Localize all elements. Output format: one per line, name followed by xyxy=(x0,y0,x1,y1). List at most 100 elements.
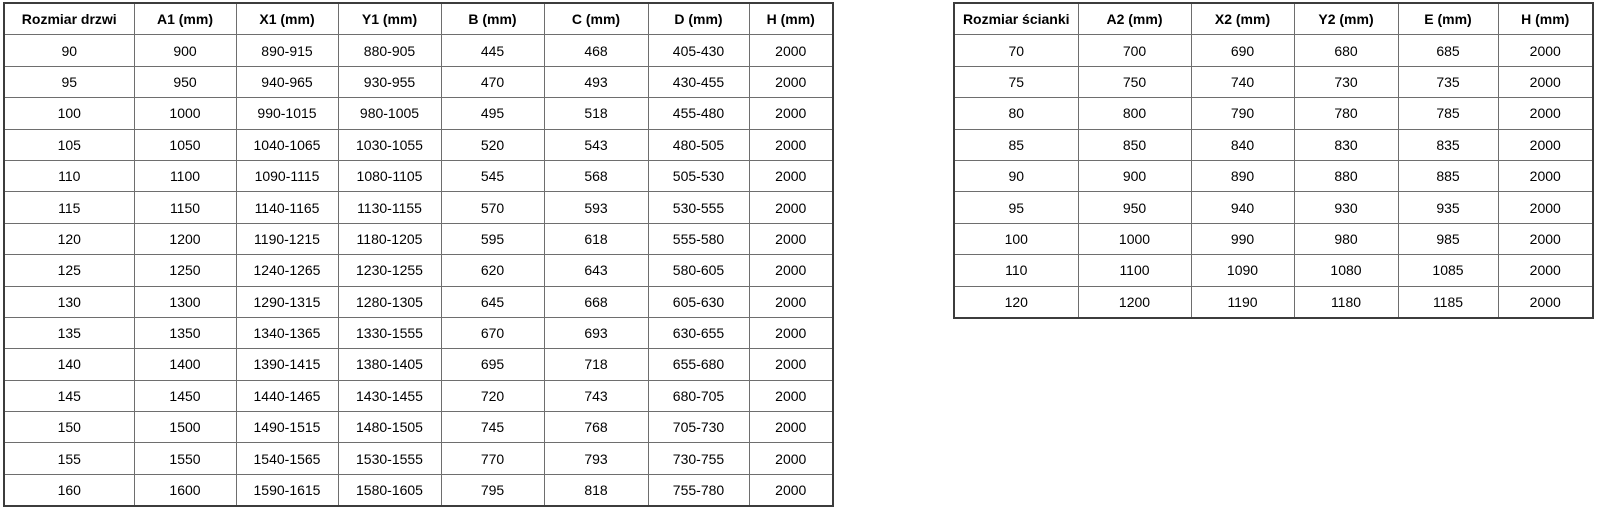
table-row: 125 1250 1240-1265 1230-1255 620 643 580-605 20… xyxy=(3,254,834,287)
table-cell: 85 xyxy=(953,128,1079,161)
table-cell: 1390-1415 xyxy=(235,348,339,381)
table-row: 155 1550 1540-1565 1530-1555 770 793 730-755 20… xyxy=(3,442,834,475)
column-header: Rozmiar ścianki xyxy=(953,2,1079,36)
table-cell: 430-455 xyxy=(647,65,750,99)
table-cell: 835 xyxy=(1397,128,1499,161)
table-cell: 2000 xyxy=(748,128,834,161)
table-cell: 595 xyxy=(440,222,545,256)
column-header: H (mm) xyxy=(1497,2,1594,36)
table-cell: 2000 xyxy=(1497,191,1594,224)
table-row: 105 1050 1040-1065 1030-1055 520 543 480-505 20… xyxy=(3,128,834,161)
table-cell: 1250 xyxy=(133,254,237,287)
table-cell: 160 xyxy=(3,473,135,507)
table-cell: 2000 xyxy=(1497,222,1594,256)
table-cell: 543 xyxy=(543,128,649,161)
table-cell: 630-655 xyxy=(647,316,750,350)
column-header: A1 (mm) xyxy=(133,2,237,36)
table-cell: 730 xyxy=(1293,65,1399,99)
table-row: 130 1300 1290-1315 1280-1305 645 668 605-630 20… xyxy=(3,285,834,318)
table-cell: 545 xyxy=(440,159,545,193)
table-cell: 1185 xyxy=(1397,285,1499,319)
table-cell: 1000 xyxy=(133,97,237,130)
table-cell: 1240-1265 xyxy=(235,254,339,287)
table-cell: 135 xyxy=(3,316,135,350)
table-cell: 880-905 xyxy=(337,34,442,67)
table-cell: 2000 xyxy=(748,97,834,130)
table-cell: 685 xyxy=(1397,34,1499,67)
table-row: 90 900 890 880 885 2000 xyxy=(953,159,1594,193)
table-cell: 693 xyxy=(543,316,649,350)
table-cell: 75 xyxy=(953,65,1079,99)
table-cell: 900 xyxy=(1077,159,1192,193)
column-header: Rozmiar drzwi xyxy=(3,2,135,36)
table-cell: 930 xyxy=(1293,191,1399,224)
table-cell: 110 xyxy=(3,159,135,193)
table-cell: 705-730 xyxy=(647,411,750,444)
table-row: 140 1400 1390-1415 1380-1405 695 718 655-680 20… xyxy=(3,348,834,381)
table-cell: 890-915 xyxy=(235,34,339,67)
table-cell: 720 xyxy=(440,379,545,413)
table-cell: 880 xyxy=(1293,159,1399,193)
table-cell: 555-580 xyxy=(647,222,750,256)
table-cell: 1100 xyxy=(133,159,237,193)
table-cell: 2000 xyxy=(748,411,834,444)
table-cell: 493 xyxy=(543,65,649,99)
table-cell: 120 xyxy=(3,222,135,256)
table-cell: 495 xyxy=(440,97,545,130)
table-cell: 530-555 xyxy=(647,191,750,224)
table-cell: 780 xyxy=(1293,97,1399,130)
table-cell: 80 xyxy=(953,97,1079,130)
table-cell: 885 xyxy=(1397,159,1499,193)
table-cell: 2000 xyxy=(748,348,834,381)
table-cell: 830 xyxy=(1293,128,1399,161)
table-cell: 1340-1365 xyxy=(235,316,339,350)
table-cell: 2000 xyxy=(1497,254,1594,287)
column-header: A2 (mm) xyxy=(1077,2,1192,36)
table-cell: 985 xyxy=(1397,222,1499,256)
table-cell: 568 xyxy=(543,159,649,193)
table-cell: 1440-1465 xyxy=(235,379,339,413)
column-header: C (mm) xyxy=(543,2,649,36)
table-cell: 643 xyxy=(543,254,649,287)
table-cell: 750 xyxy=(1077,65,1192,99)
table-row: 90 900 890-915 880-905 445 468 405-430 2000 xyxy=(3,34,834,67)
column-header: H (mm) xyxy=(748,2,834,36)
table-cell: 1030-1055 xyxy=(337,128,442,161)
table-cell: 570 xyxy=(440,191,545,224)
table-cell: 125 xyxy=(3,254,135,287)
table-cell: 580-605 xyxy=(647,254,750,287)
table-cell: 90 xyxy=(953,159,1079,193)
table-cell: 680 xyxy=(1293,34,1399,67)
table-cell: 2000 xyxy=(748,191,834,224)
table-row: 80 800 790 780 785 2000 xyxy=(953,97,1594,130)
wall-size-table: Rozmiar ścianki A2 (mm) X2 (mm) Y2 (mm) E (m… xyxy=(953,2,1594,319)
table-cell: 1130-1155 xyxy=(337,191,442,224)
table-cell: 768 xyxy=(543,411,649,444)
table-cell: 2000 xyxy=(748,473,834,507)
table-cell: 668 xyxy=(543,285,649,318)
table-cell: 1180 xyxy=(1293,285,1399,319)
table-cell: 940-965 xyxy=(235,65,339,99)
table-cell: 1100 xyxy=(1077,254,1192,287)
table-cell: 1530-1555 xyxy=(337,442,442,475)
table-row: 145 1450 1440-1465 1430-1455 720 743 680-705 20… xyxy=(3,379,834,413)
table-cell: 1000 xyxy=(1077,222,1192,256)
table-cell: 1600 xyxy=(133,473,237,507)
table-cell: 980 xyxy=(1293,222,1399,256)
column-header: Y1 (mm) xyxy=(337,2,442,36)
table-cell: 1140-1165 xyxy=(235,191,339,224)
table-cell: 2000 xyxy=(748,442,834,475)
table-cell: 1150 xyxy=(133,191,237,224)
table-cell: 718 xyxy=(543,348,649,381)
table-cell: 505-530 xyxy=(647,159,750,193)
table-cell: 980-1005 xyxy=(337,97,442,130)
table-cell: 735 xyxy=(1397,65,1499,99)
table-cell: 2000 xyxy=(748,222,834,256)
table-cell: 793 xyxy=(543,442,649,475)
table-cell: 1230-1255 xyxy=(337,254,442,287)
table-cell: 800 xyxy=(1077,97,1192,130)
header-row: Rozmiar drzwi A1 (mm) X1 (mm) Y1 (mm) B (mm)… xyxy=(3,2,834,36)
table-cell: 1330-1555 xyxy=(337,316,442,350)
table-cell: 900 xyxy=(133,34,237,67)
table-row: 95 950 940 930 935 2000 xyxy=(953,191,1594,224)
